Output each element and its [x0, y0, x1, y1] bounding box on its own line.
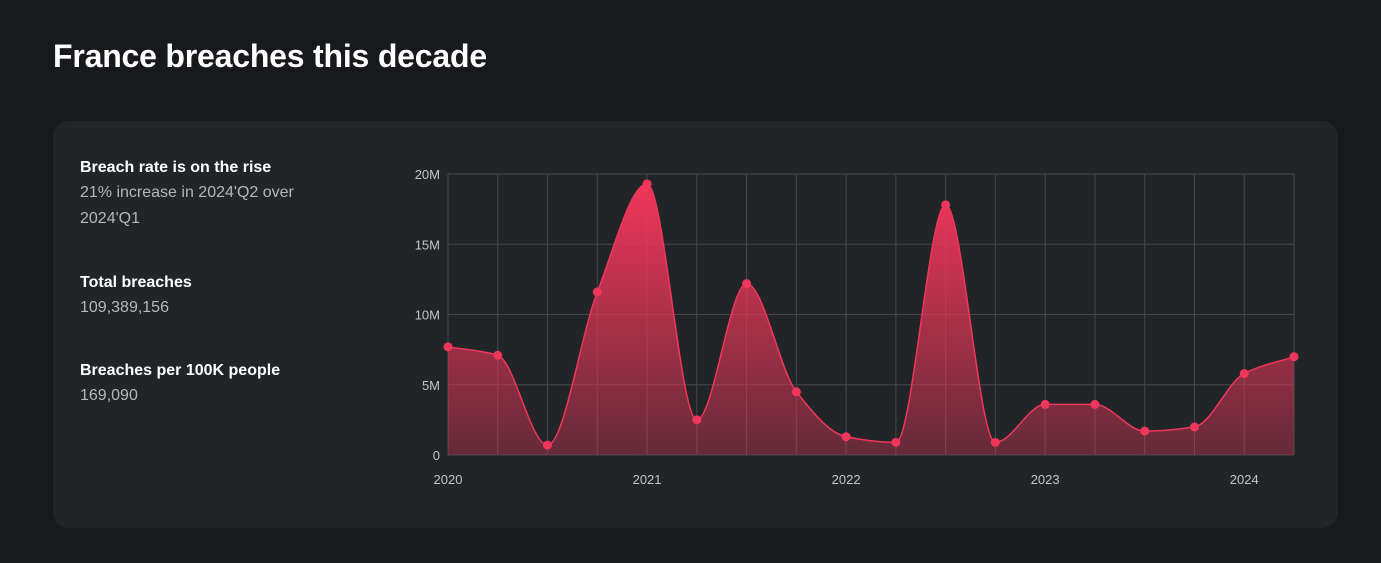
data-point [493, 350, 503, 360]
breaches-per-100k-value: 169,090 [80, 387, 138, 404]
y-tick-label: 15M [415, 237, 440, 252]
data-point [692, 415, 702, 425]
data-point [941, 200, 951, 210]
total-breaches-stat: Total breaches 109,389,156 [80, 272, 340, 321]
x-tick-label: 2020 [434, 472, 463, 487]
x-tick-label: 2021 [633, 472, 662, 487]
y-tick-label: 10M [415, 308, 440, 323]
data-point [791, 387, 801, 397]
data-point [443, 342, 453, 352]
breaches-area-chart: 0 5M 10M 15M 20M 2020 2021 2022 2023 2024 [415, 167, 1299, 487]
breaches-per-100k-stat: Breaches per 100K people 169,090 [80, 360, 340, 409]
data-point [543, 440, 553, 450]
data-point [1239, 369, 1249, 379]
y-tick-label: 20M [415, 167, 440, 182]
data-point [1040, 399, 1050, 409]
data-point [1189, 422, 1199, 432]
x-tick-label: 2022 [832, 472, 861, 487]
y-tick-label: 5M [422, 378, 440, 393]
breach-rate-stat: Breach rate is on the rise 21% increase … [80, 157, 340, 232]
data-point [1289, 352, 1299, 362]
chart-tick-labels: 0 5M 10M 15M 20M 2020 2021 2022 2023 2024 [415, 167, 1259, 487]
total-breaches-value: 109,389,156 [80, 299, 169, 316]
data-point [642, 179, 652, 189]
breach-rate-text: 21% increase in 2024'Q2 over 2024'Q1 [80, 184, 294, 227]
breaches-card: Breach rate is on the rise 21% increase … [53, 121, 1338, 528]
chart-points [443, 179, 1299, 450]
data-point [841, 432, 851, 442]
breaches-per-100k-title: Breaches per 100K people [80, 362, 281, 379]
y-tick-label: 0 [433, 448, 440, 463]
data-point [990, 437, 1000, 447]
chart-area-layer [447, 183, 1295, 455]
data-point [891, 437, 901, 447]
data-point [592, 287, 602, 297]
breach-rate-title: Breach rate is on the rise [80, 159, 272, 176]
data-point [1140, 426, 1150, 436]
data-point [1090, 399, 1100, 409]
x-tick-label: 2023 [1031, 472, 1060, 487]
x-tick-label: 2024 [1230, 472, 1259, 487]
total-breaches-title: Total breaches [80, 274, 192, 291]
area-fill [448, 183, 1294, 455]
data-point [742, 279, 752, 289]
page-title: France breaches this decade [53, 38, 487, 74]
